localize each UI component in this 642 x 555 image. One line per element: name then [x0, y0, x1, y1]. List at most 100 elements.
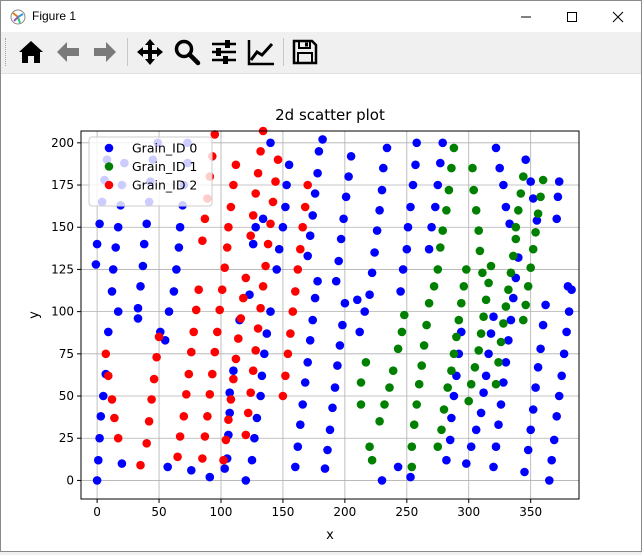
toolbar-grip[interactable] [5, 38, 9, 66]
data-point-grain-0 [323, 445, 332, 455]
data-point-grain-1 [414, 379, 424, 389]
data-point-grain-0 [377, 185, 387, 195]
data-point-grain-0 [104, 327, 113, 337]
data-point-grain-0 [382, 143, 392, 153]
data-point-grain-0 [406, 472, 415, 482]
data-point-grain-2 [253, 324, 263, 333]
data-point-grain-0 [494, 420, 503, 430]
data-point-grain-1 [519, 315, 528, 325]
toolbar-separator [283, 38, 284, 66]
data-point-grain-0 [504, 336, 513, 345]
window-title: Figure 1 [32, 9, 77, 23]
data-point-grain-0 [164, 307, 174, 316]
data-point-grain-1 [438, 226, 448, 235]
data-point-grain-2 [271, 177, 280, 186]
data-point-grain-2 [281, 371, 290, 381]
minimize-button[interactable] [503, 1, 549, 32]
data-point-grain-2 [194, 285, 203, 294]
y-tick-label: 175 [51, 178, 74, 192]
data-point-grain-1 [468, 163, 477, 173]
data-point-grain-2 [236, 314, 246, 323]
data-point-grain-0 [241, 476, 251, 485]
data-point-grain-1 [484, 278, 493, 288]
maximize-button[interactable] [549, 1, 595, 32]
data-point-grain-1 [433, 265, 443, 274]
data-point-grain-1 [536, 192, 545, 202]
data-point-grain-0 [496, 400, 506, 409]
maximize-icon [567, 11, 577, 22]
data-point-grain-0 [521, 155, 530, 164]
data-point-grain-0 [433, 180, 443, 190]
data-point-grain-0 [225, 388, 234, 398]
data-point-grain-1 [521, 300, 530, 310]
data-point-grain-2 [173, 452, 182, 462]
x-axis-ticks: 0 50 100 150 200 250 300 350 [93, 499, 542, 519]
data-point-grain-1 [380, 400, 389, 409]
data-point-grain-2 [224, 415, 233, 425]
figure-canvas[interactable]: 2d scatter plot 0 50 100 150 200 250 300 350 0 2… [1, 74, 641, 551]
data-point-grain-2 [217, 285, 227, 294]
data-point-grain-0 [174, 243, 184, 252]
data-point-grain-2 [198, 454, 207, 463]
toolbar-separator [127, 38, 128, 66]
data-point-grain-2 [110, 413, 119, 423]
data-point-grain-1 [486, 261, 496, 271]
home-button[interactable] [15, 36, 47, 68]
data-point-grain-1 [447, 366, 456, 376]
y-tick-label: 0 [66, 473, 74, 487]
save-button[interactable] [289, 36, 321, 68]
edit-axes-button[interactable] [245, 36, 277, 68]
data-point-grain-2 [205, 390, 215, 399]
y-axis-label: y [27, 311, 42, 319]
data-point-grain-1 [476, 329, 486, 338]
data-point-grain-0 [133, 314, 143, 323]
data-point-grain-1 [511, 234, 521, 244]
pan-button[interactable] [134, 36, 166, 68]
data-point-grain-0 [92, 239, 102, 249]
data-point-grain-1 [361, 358, 371, 367]
data-point-grain-1 [417, 361, 427, 370]
data-point-grain-2 [144, 417, 154, 426]
data-point-grain-0 [111, 243, 120, 252]
data-point-grain-2 [291, 287, 300, 296]
data-point-grain-1 [471, 206, 481, 215]
data-point-grain-1 [479, 312, 488, 321]
data-point-grain-2 [200, 214, 210, 224]
data-point-grain-0 [466, 442, 476, 452]
data-point-grain-2 [268, 197, 278, 207]
data-point-grain-0 [340, 298, 350, 308]
data-point-grain-1 [429, 282, 439, 291]
data-point-grain-0 [303, 251, 313, 261]
data-point-grain-1 [365, 442, 374, 452]
data-point-grain-1 [393, 344, 403, 354]
data-point-grain-0 [305, 231, 315, 240]
data-point-grain-0 [365, 290, 374, 299]
data-point-grain-0 [375, 206, 384, 215]
data-point-grain-1 [367, 455, 377, 465]
close-button[interactable] [595, 1, 641, 32]
data-point-grain-0 [272, 265, 282, 274]
forward-button[interactable] [89, 36, 121, 68]
back-button[interactable] [52, 36, 84, 68]
data-point-grain-0 [331, 276, 341, 286]
data-point-grain-1 [462, 265, 471, 274]
data-point-grain-0 [257, 371, 267, 381]
data-point-grain-0 [411, 160, 420, 170]
data-point-grain-1 [409, 420, 419, 430]
zoom-button[interactable] [171, 36, 203, 68]
data-point-grain-2 [191, 305, 201, 315]
configure-subplots-button[interactable] [208, 36, 240, 68]
x-tick-label: 150 [271, 505, 294, 519]
data-point-grain-0 [138, 261, 148, 271]
data-point-grain-2 [136, 460, 145, 470]
data-point-grain-0 [96, 412, 106, 421]
data-point-grain-1 [496, 337, 506, 347]
data-point-grain-2 [215, 305, 224, 315]
data-point-grain-1 [444, 185, 454, 195]
data-point-grain-0 [284, 160, 294, 170]
data-point-grain-0 [547, 455, 556, 465]
data-point-grain-2 [213, 327, 222, 337]
data-point-grain-0 [308, 211, 318, 220]
data-point-grain-1 [356, 400, 366, 409]
data-point-grain-0 [367, 268, 377, 278]
